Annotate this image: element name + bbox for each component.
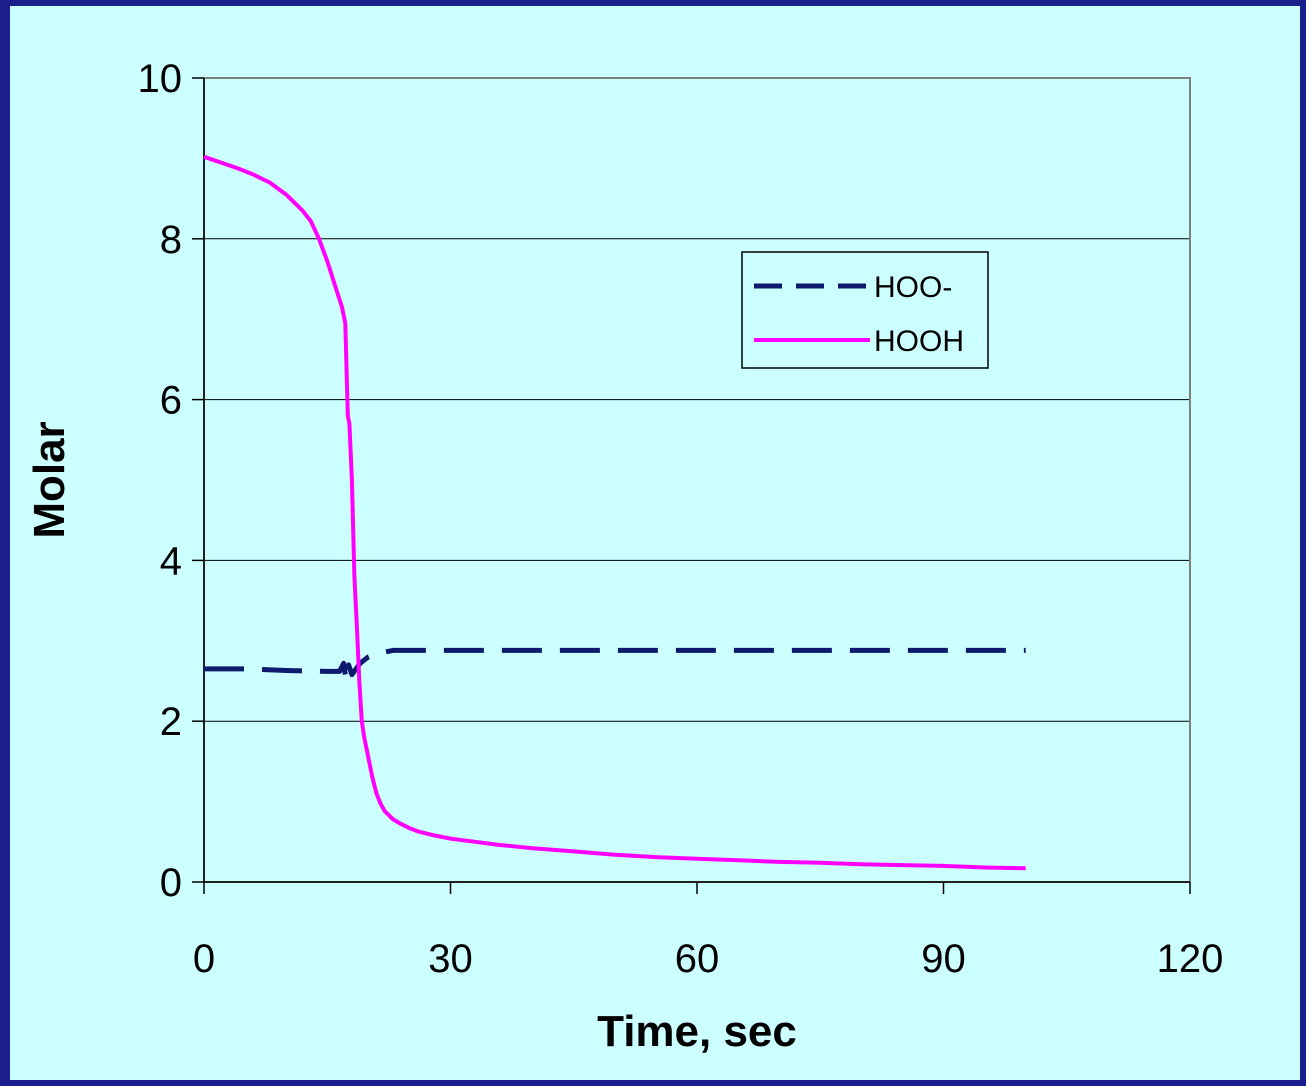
legend-box xyxy=(741,251,989,369)
y-tick-label-4: 4 xyxy=(160,539,182,583)
series-lines xyxy=(203,154,1026,871)
y-tick-label-8: 8 xyxy=(160,218,182,262)
y-tick-label-2: 2 xyxy=(160,700,182,744)
x-tick-label-30: 30 xyxy=(428,937,473,981)
legend-label-hooh: HOOH xyxy=(874,325,964,358)
x-tick-label-90: 90 xyxy=(921,937,966,981)
axes xyxy=(192,77,1191,894)
x-tick-label-60: 60 xyxy=(675,937,720,981)
x-axis-title: Time, sec xyxy=(597,1007,797,1056)
x-tick-label-0: 0 xyxy=(193,937,215,981)
tick-labels: 0 2 4 6 8 10 0 30 60 90 120 xyxy=(138,57,1224,981)
y-tick-label-10: 10 xyxy=(138,57,183,101)
y-axis-title: Molar xyxy=(25,421,74,538)
gridlines xyxy=(204,77,1190,722)
x-tick-label-120: 120 xyxy=(1157,937,1224,981)
legend: HOO- HOOH xyxy=(741,251,989,369)
y-tick-label-6: 6 xyxy=(160,379,182,423)
legend-label-hoo: HOO- xyxy=(874,271,952,304)
y-tick-label-0: 0 xyxy=(160,861,182,905)
chart-frame: 0 2 4 6 8 10 0 30 60 90 120 Time, sec Molar HOO- H… xyxy=(10,6,1300,1080)
series-line-hooh xyxy=(203,154,1026,871)
series-line-hoo xyxy=(204,647,1026,684)
line-chart: 0 2 4 6 8 10 0 30 60 90 120 Time, sec Molar HOO- H… xyxy=(25,57,1224,1056)
